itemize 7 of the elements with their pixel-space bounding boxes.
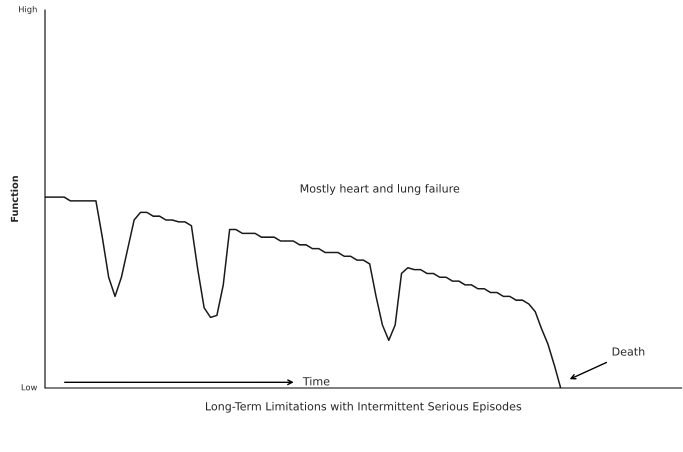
- x-axis-title: Long-Term Limitations with Intermittent Serious Episodes: [206, 402, 522, 413]
- y-axis-title: Function: [10, 176, 18, 222]
- text: Low: [22, 384, 38, 390]
- annotation: Death: [612, 347, 644, 356]
- text: High: [19, 6, 37, 14]
- text: Mostly heart and lung failure: [300, 184, 460, 195]
- annotation: Time: [302, 376, 330, 386]
